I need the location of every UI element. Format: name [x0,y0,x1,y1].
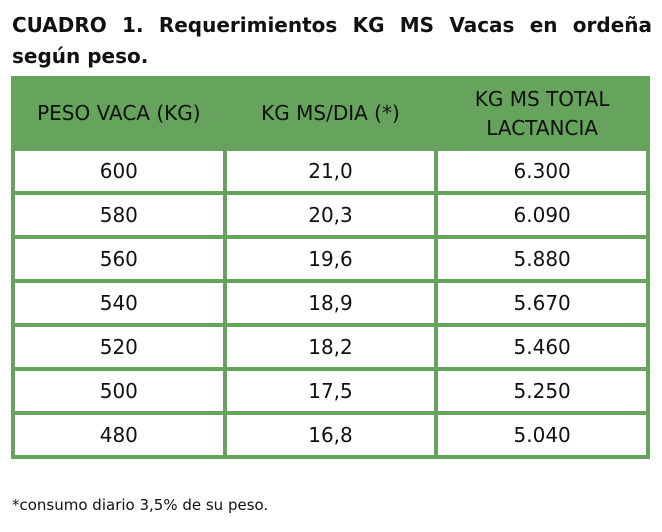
table-cell: 5.250 [434,367,650,415]
table-cell: 5.670 [434,279,650,327]
table-cell: 18,2 [222,323,439,371]
table-cell: 520 [11,323,227,371]
table-title: CUADRO 1. Requerimientos KG MS Vacas en … [12,13,652,68]
footnote: *consumo diario 3,5% de su peso. [12,496,269,514]
table-row: 560 19,6 5.880 [11,235,650,283]
table-cell: 17,5 [222,367,439,415]
table-cell: 18,9 [222,279,439,327]
table-cell: 500 [11,367,227,415]
column-header: KG MS/DIA (*) [222,76,439,151]
requirements-table: PESO VACA (KG) KG MS/DIA (*) KG MS TOTAL L… [11,76,650,459]
table-cell: 480 [11,411,227,459]
table-row: 580 20,3 6.090 [11,191,650,239]
table-cell: 19,6 [222,235,439,283]
table-cell: 5.040 [434,411,650,459]
table-cell: 6.300 [434,147,650,195]
table-row: 480 16,8 5.040 [11,411,650,459]
table-cell: 540 [11,279,227,327]
table-cell: 6.090 [434,191,650,239]
table-cell: 16,8 [222,411,439,459]
table-row: 520 18,2 5.460 [11,323,650,371]
table-cell: 560 [11,235,227,283]
table-row: 600 21,0 6.300 [11,147,650,195]
table-cell: 600 [11,147,227,195]
table-cell: 21,0 [222,147,439,195]
column-header: KG MS TOTAL LACTANCIA [434,76,650,151]
table-row: 540 18,9 5.670 [11,279,650,327]
table-cell: 20,3 [222,191,439,239]
table-row: 500 17,5 5.250 [11,367,650,415]
table-cell: 580 [11,191,227,239]
table-cell: 5.460 [434,323,650,371]
table-cell: 5.880 [434,235,650,283]
column-header: PESO VACA (KG) [11,76,227,151]
